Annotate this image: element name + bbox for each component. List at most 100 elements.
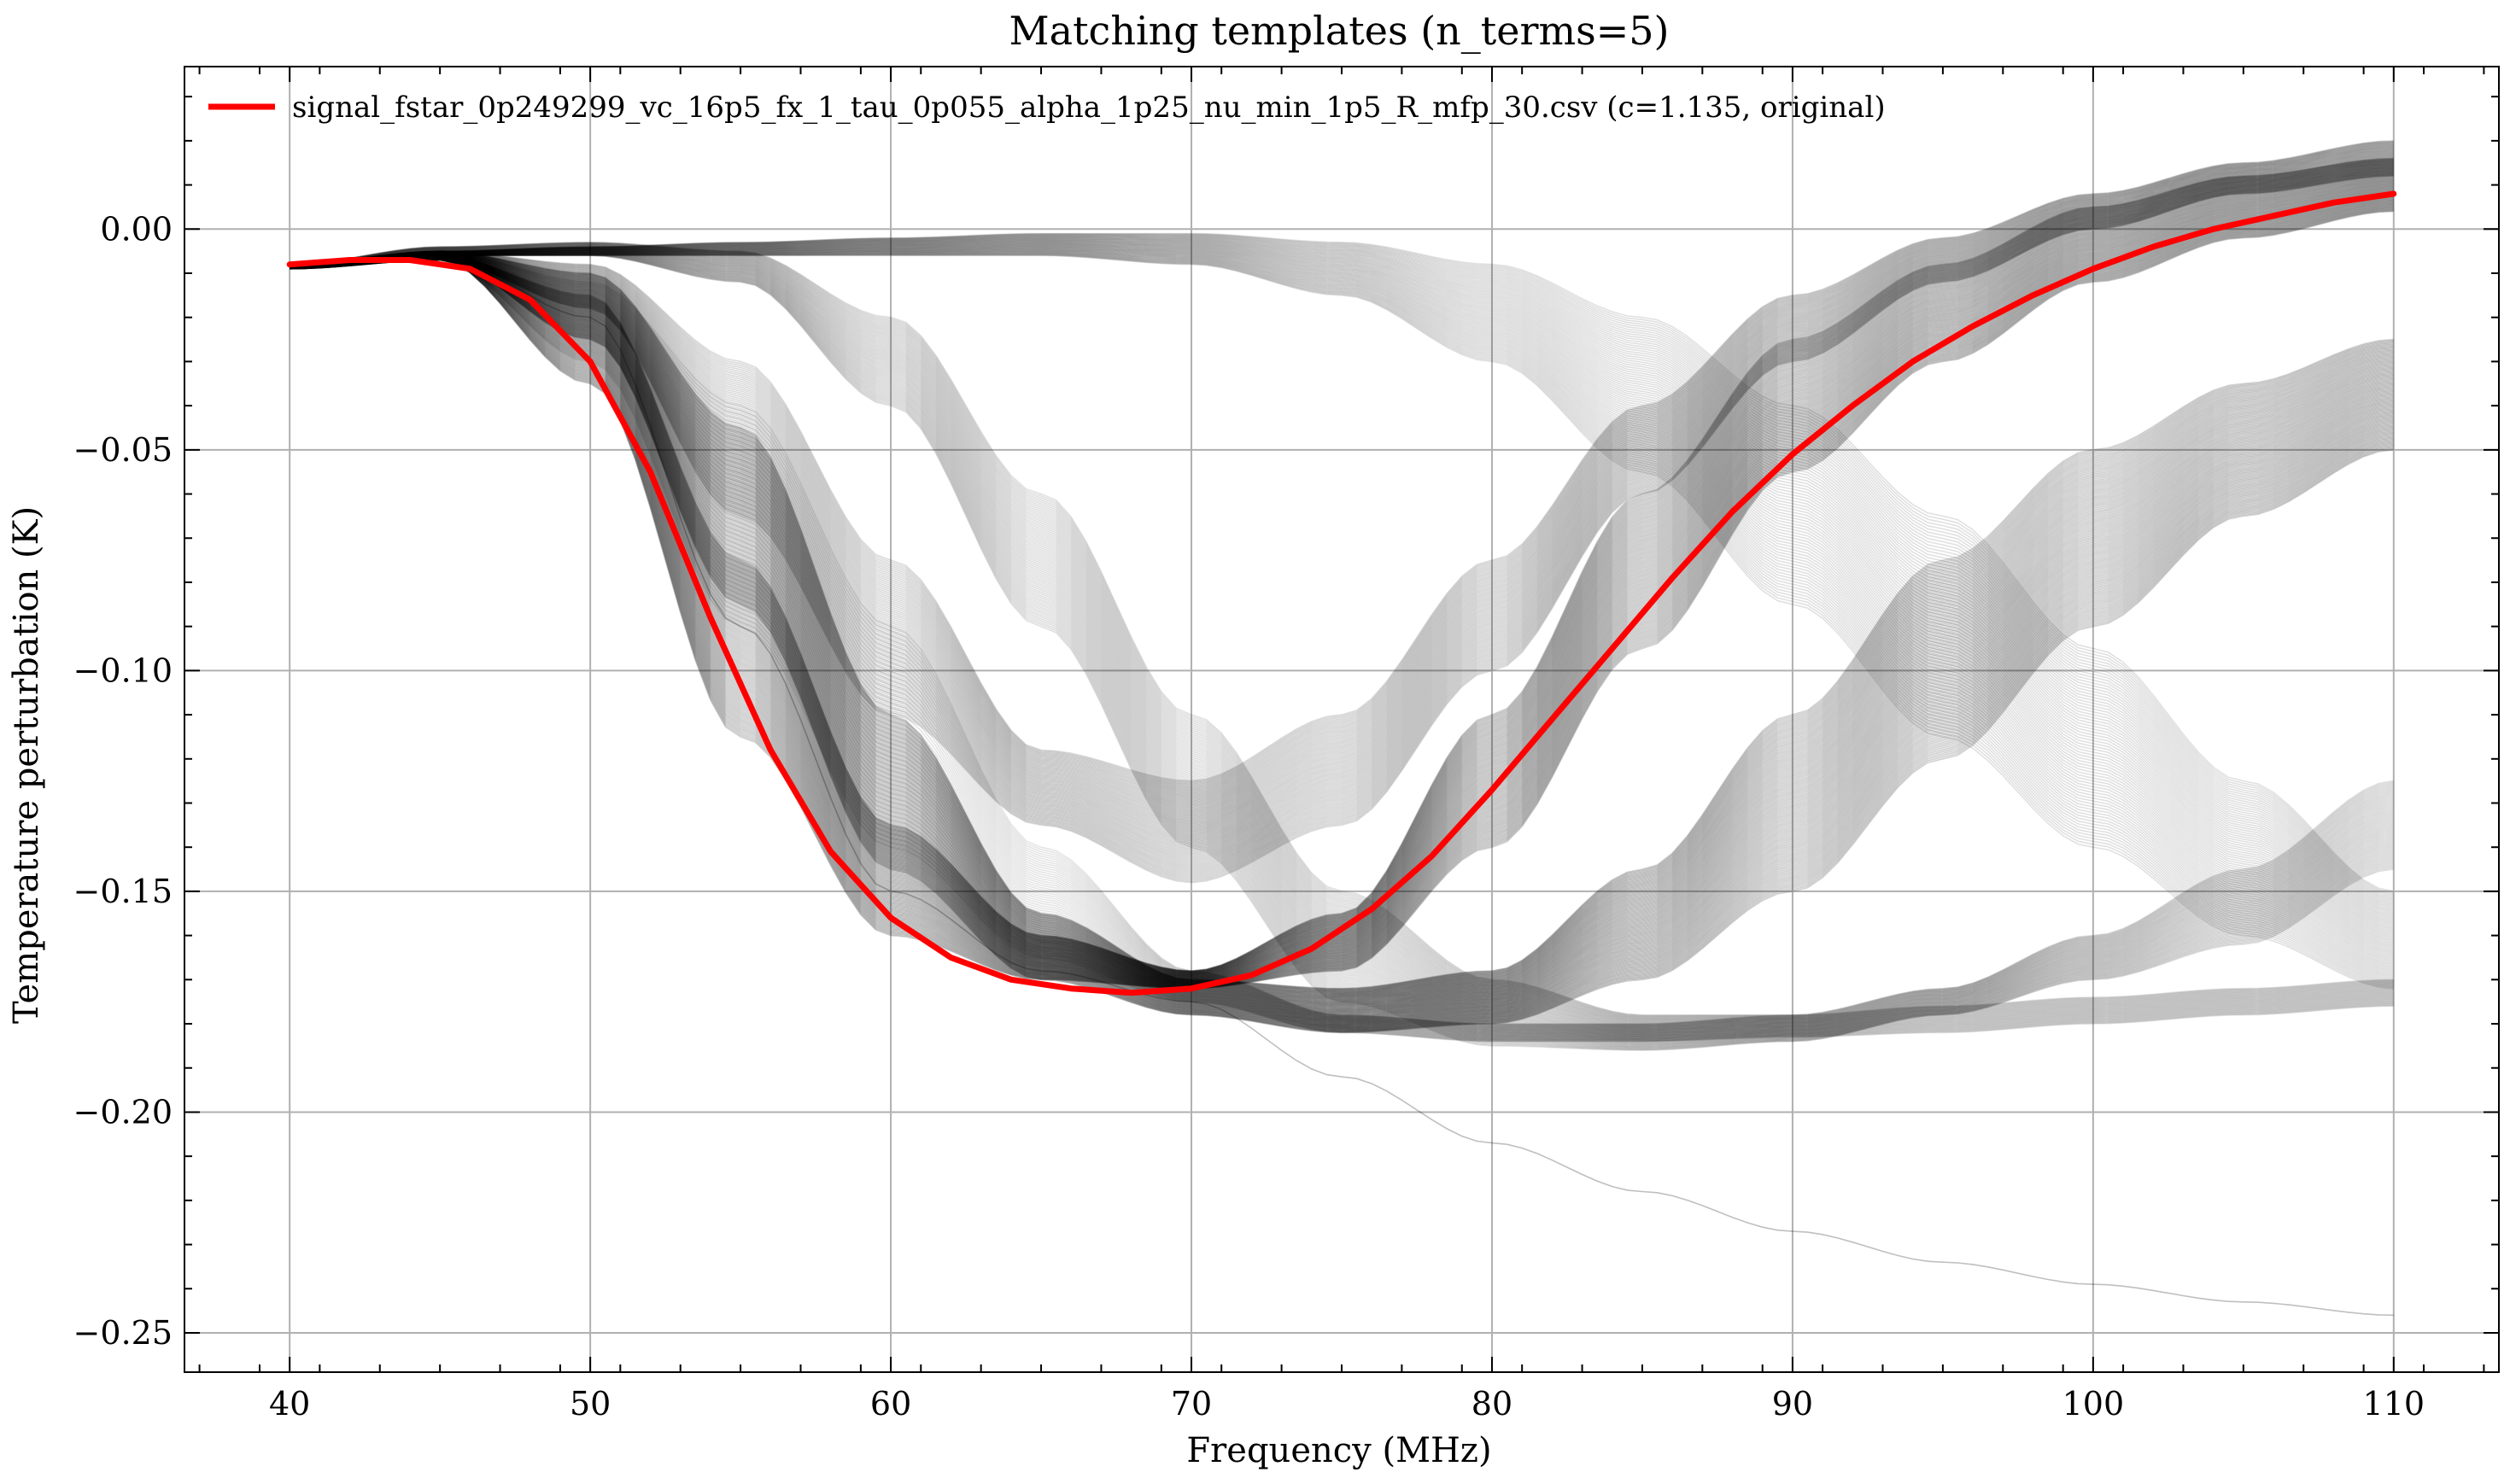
- template-curve-band-0: [290, 195, 2394, 984]
- template-curve-band-1: [290, 254, 2394, 1009]
- template-curve-band-2: [290, 168, 2394, 864]
- template-curve-band-2: [290, 172, 2394, 876]
- template-curve-band-1: [290, 253, 2394, 1005]
- template-curve-band-0: [290, 195, 2394, 984]
- template-curve-band-3: [290, 254, 2394, 985]
- template-curve-band-3: [290, 248, 2394, 959]
- template-curve-band-1: [290, 258, 2394, 1031]
- template-curve-band-2: [290, 168, 2394, 863]
- x-tick-label: 90: [1772, 1385, 1813, 1423]
- legend-label: signal_fstar_0p249299_vc_16p5_fx_1_tau_0…: [292, 91, 1886, 125]
- template-curve-band-5: [290, 255, 2394, 1036]
- template-curve-band-3: [290, 238, 2394, 919]
- template-curve-band-0: [290, 161, 2394, 973]
- template-curve-band-1: [290, 258, 2394, 1031]
- template-curve-band-0: [290, 191, 2394, 984]
- template-curve-band-0: [290, 161, 2394, 973]
- template-curve-band-4: [290, 254, 2394, 1049]
- template-curve-band-3: [290, 242, 2394, 933]
- template-curve-band-1: [290, 254, 2394, 1013]
- template-curve-band-5: [290, 258, 2394, 1040]
- template-curve-band-0: [290, 184, 2394, 981]
- template-curve-band-4: [290, 243, 2394, 1023]
- template-curve-band-3: [290, 238, 2394, 918]
- template-curve-band-1: [290, 253, 2394, 1004]
- template-curve-band-5: [290, 253, 2394, 1031]
- template-curve-band-4: [290, 248, 2394, 1033]
- template-curve-band-1: [290, 254, 2394, 1011]
- template-curve-band-4: [290, 252, 2394, 1044]
- template-curve-band-3: [290, 245, 2394, 949]
- template-curve-band-0: [290, 209, 2394, 990]
- template-curve-band-1: [290, 255, 2394, 1017]
- template-curve-band-1: [290, 255, 2394, 1015]
- template-curve-band-0: [290, 178, 2394, 979]
- template-curve-band-4: [290, 250, 2394, 1040]
- template-curve-band-0: [290, 192, 2394, 984]
- template-curve-band-4: [290, 253, 2394, 1046]
- template-curve-band-2: [290, 167, 2394, 858]
- template-curve-band-0: [290, 182, 2394, 980]
- template-curve-band-4: [290, 250, 2394, 1041]
- template-curve-band-3: [290, 248, 2394, 961]
- template-curve-band-2: [290, 150, 2394, 813]
- template-curve-band-3: [290, 242, 2394, 935]
- template-curve-band-0: [290, 179, 2394, 979]
- template-curve-band-4: [290, 254, 2394, 1051]
- template-curve-band-1: [290, 254, 2394, 1008]
- template-curve-band-1: [290, 253, 2394, 1002]
- template-curve-band-4: [290, 248, 2394, 1034]
- template-curve-band-5: [290, 257, 2394, 1038]
- template-curve-band-0: [290, 178, 2394, 979]
- template-curve-band-0: [290, 178, 2394, 979]
- template-curve-band-3: [290, 234, 2394, 898]
- template-curve-band-2: [290, 163, 2394, 850]
- template-curve-band-1: [290, 255, 2394, 1014]
- template-curve-band-5: [290, 256, 2394, 1037]
- template-curve-band-4: [290, 242, 2394, 1018]
- template-curve-band-2: [290, 143, 2394, 792]
- template-curve-band-3: [290, 251, 2394, 975]
- template-curve-band-3: [290, 240, 2394, 926]
- template-curve-band-0: [290, 192, 2394, 984]
- template-curve-band-4: [290, 247, 2394, 1031]
- template-curve-band-3: [290, 252, 2394, 979]
- template-curve-band-6: [290, 254, 2394, 1317]
- template-curve-band-2: [290, 142, 2394, 789]
- template-curve-band-1: [290, 255, 2394, 1018]
- template-curve-band-4: [290, 254, 2394, 1051]
- template-curve-band-1: [290, 256, 2394, 1020]
- template-curve-band-0: [290, 183, 2394, 980]
- template-curve-band-5: [290, 257, 2394, 1040]
- y-tick-label: −0.20: [73, 1093, 173, 1131]
- template-curve-band-4: [290, 242, 2394, 1020]
- template-curve-band-2: [290, 148, 2394, 804]
- template-curve-band-5: [290, 256, 2394, 1037]
- template-curve-band-1: [290, 253, 2394, 1003]
- template-curve-band-0: [290, 205, 2394, 988]
- template-curve-band-5: [290, 257, 2394, 1038]
- template-curve-band-0: [290, 177, 2394, 979]
- template-curve-band-1: [290, 253, 2394, 1005]
- template-curve-band-5: [290, 253, 2394, 1030]
- template-curve-band-0: [290, 207, 2394, 989]
- template-curve-band-5: [290, 250, 2394, 1025]
- template-curve-band-2: [290, 172, 2394, 873]
- template-curve-band-2: [290, 149, 2394, 809]
- template-curve-band-3: [290, 253, 2394, 984]
- template-curve-band-3: [290, 249, 2394, 967]
- template-curve-band-0: [290, 179, 2394, 979]
- template-curve-band-4: [290, 249, 2394, 1038]
- template-curve-band-1: [290, 251, 2394, 994]
- template-curve-band-1: [290, 257, 2394, 1025]
- template-curve-band-0: [290, 158, 2394, 973]
- template-curves: [290, 140, 2394, 1317]
- template-curve-band-2: [290, 150, 2394, 812]
- template-curve-band-0: [290, 191, 2394, 983]
- template-curve-band-1: [290, 254, 2394, 1006]
- template-curve-band-5: [290, 254, 2394, 1031]
- template-curve-band-5: [290, 252, 2394, 1029]
- template-curve-band-5: [290, 259, 2394, 1042]
- template-curve-band-4: [290, 242, 2394, 1018]
- template-curve-band-0: [290, 188, 2394, 982]
